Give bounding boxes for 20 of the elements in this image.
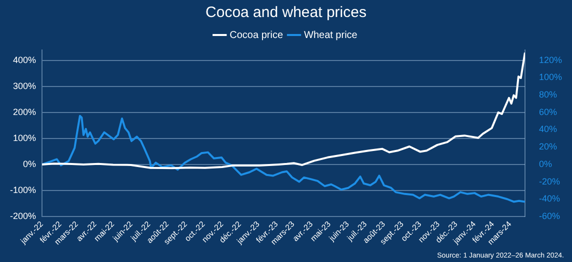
y-tick-label: 0%: [23, 158, 36, 169]
y2-tick-label: 60%: [538, 106, 557, 117]
y2-tick-label: -60%: [538, 210, 560, 221]
chart-title: Cocoa and wheat prices: [206, 4, 366, 22]
y2-tick-label: -40%: [538, 194, 560, 204]
y-tick-label: 100%: [12, 132, 36, 143]
y2-tick-label: 100%: [538, 72, 562, 82]
y-tick-label: 300%: [12, 80, 36, 91]
y2-tick-label: 80%: [538, 90, 557, 100]
y2-tick-label: 0%: [538, 158, 552, 169]
y-tick-label: 400%: [12, 54, 36, 65]
legend-label: Wheat price: [304, 30, 358, 41]
y-tick-label: 200%: [12, 106, 36, 117]
y2-tick-label: 120%: [538, 54, 562, 65]
y2-tick-label: -20%: [538, 176, 560, 186]
y2-tick-label: 40%: [538, 124, 557, 134]
y2-tick-label: 20%: [538, 142, 557, 152]
legend-label: Cocoa price: [230, 30, 284, 41]
y-tick-label: -200%: [10, 210, 36, 221]
y-tick-label: -100%: [10, 184, 36, 195]
